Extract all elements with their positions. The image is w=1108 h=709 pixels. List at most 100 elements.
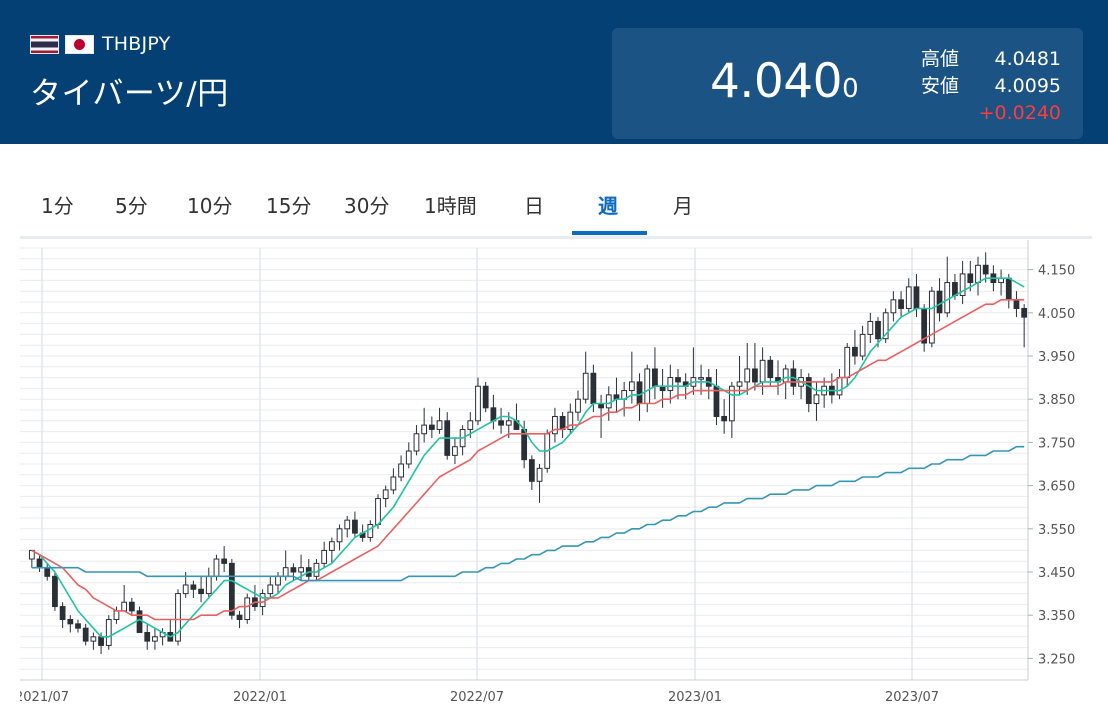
- candle-body: [859, 333, 866, 357]
- tab-5min[interactable]: 5分: [115, 194, 148, 218]
- candle-body: [398, 463, 404, 478]
- candle-body: [59, 606, 66, 621]
- candle-body: [590, 372, 597, 405]
- candle-body: [636, 381, 643, 405]
- candle-body: [190, 584, 197, 590]
- candle-body: [805, 377, 812, 405]
- candle-body: [290, 567, 297, 573]
- active-tab-underline: [572, 231, 647, 235]
- candle-body: [44, 567, 51, 577]
- price-main: 4.040: [710, 54, 843, 109]
- candle-body: [67, 619, 74, 625]
- candle-body: [698, 377, 704, 380]
- candle-body: [605, 394, 612, 409]
- candle-body: [1013, 299, 1020, 309]
- tab-day[interactable]: 日: [524, 194, 544, 218]
- candle-body: [121, 601, 128, 612]
- y-tick-label: 3.450: [1038, 566, 1075, 581]
- high-value: 4.0481: [994, 48, 1061, 70]
- x-tick-label: 2021/07: [20, 690, 69, 705]
- candle-body: [982, 264, 989, 275]
- candle-body: [344, 519, 351, 530]
- candle-body: [105, 619, 112, 646]
- candle-body: [552, 415, 558, 435]
- tab-month[interactable]: 月: [673, 194, 693, 218]
- candle-body: [375, 498, 381, 525]
- x-tick-label: 2023/01: [668, 690, 722, 705]
- tab-week[interactable]: 週: [598, 194, 618, 218]
- candle-body: [898, 299, 904, 309]
- candle-body: [267, 584, 274, 595]
- y-tick-label: 3.250: [1038, 652, 1075, 667]
- candle-body: [536, 467, 543, 482]
- candle-body: [182, 584, 189, 595]
- x-tick-label: 2022/01: [233, 690, 287, 705]
- low-value: 4.0095: [994, 75, 1061, 97]
- candle-body: [336, 528, 343, 543]
- candle-body: [36, 558, 43, 569]
- candle-body: [936, 290, 943, 314]
- candle-body: [75, 623, 81, 629]
- candle-body: [882, 312, 889, 340]
- candle-body: [875, 320, 881, 340]
- candle-body: [782, 368, 789, 383]
- candle-body: [98, 636, 104, 646]
- candle-body: [736, 381, 743, 387]
- candle-body: [421, 424, 428, 435]
- candle-body: [205, 575, 212, 595]
- candle-body: [221, 558, 228, 564]
- moving-average-long: [31, 445, 1025, 582]
- tab-15min[interactable]: 15分: [266, 194, 312, 218]
- x-tick-label: 2023/07: [885, 690, 939, 705]
- candle-body: [759, 359, 766, 383]
- candle-body: [1021, 307, 1028, 318]
- low-label: 安値: [921, 75, 960, 97]
- tab-1hour[interactable]: 1時間: [424, 194, 477, 218]
- current-price: 4.0400: [710, 54, 859, 109]
- candle-body: [213, 558, 220, 577]
- candle-body: [228, 562, 235, 616]
- candle-body: [128, 601, 135, 612]
- japan-flag-icon: [65, 34, 94, 54]
- candle-body: [967, 273, 974, 284]
- tab-1min[interactable]: 1分: [41, 194, 74, 218]
- candle-body: [944, 282, 951, 314]
- tab-30min[interactable]: 30分: [344, 194, 390, 218]
- price-last-digit: 0: [842, 74, 859, 104]
- y-tick-label: 3.750: [1038, 436, 1075, 451]
- y-tick-label: 3.850: [1038, 393, 1075, 408]
- y-tick-label: 3.950: [1038, 350, 1075, 365]
- candle-body: [405, 450, 412, 465]
- candle-body: [813, 394, 820, 405]
- quote-box: 4.0400 高値 4.0481 安値 4.0095 +0.0240: [612, 28, 1083, 139]
- candle-body: [928, 290, 935, 344]
- candle-body: [198, 588, 204, 595]
- y-tick-label: 3.650: [1038, 480, 1075, 495]
- price-change: +0.0240: [978, 102, 1061, 124]
- price-stats: 高値 4.0481 安値 4.0095 +0.0240: [921, 46, 1061, 127]
- candle-body: [428, 424, 435, 430]
- candle-body: [321, 549, 328, 564]
- candlestick-chart[interactable]: 4.150 4.050 3.950 3.850 3.750 3.650 3.550 3.450…: [20, 240, 1108, 709]
- candle-body: [298, 567, 304, 573]
- candle-body: [382, 489, 389, 500]
- y-tick-label: 4.050: [1038, 307, 1075, 322]
- candle-body: [567, 411, 574, 430]
- y-tick-label: 3.350: [1038, 609, 1075, 624]
- candle-body: [836, 377, 843, 396]
- candle-body: [152, 636, 158, 642]
- candle-body: [498, 420, 504, 426]
- pair-code: THBJPY: [102, 33, 171, 55]
- candle-body: [367, 523, 374, 538]
- candle-body: [90, 636, 97, 642]
- high-row: 高値 4.0481: [921, 46, 1061, 73]
- candle-body: [436, 420, 443, 430]
- candle-body: [452, 446, 458, 456]
- tab-10min[interactable]: 10分: [187, 194, 233, 218]
- y-tick-label: 3.550: [1038, 523, 1075, 538]
- interval-tabs: 1分 5分 10分 15分 30分 1時間 日 週 月: [20, 186, 1092, 239]
- candle-body: [52, 575, 58, 608]
- candle-body: [390, 476, 397, 491]
- candle-body: [528, 459, 535, 482]
- candle-body: [905, 286, 912, 309]
